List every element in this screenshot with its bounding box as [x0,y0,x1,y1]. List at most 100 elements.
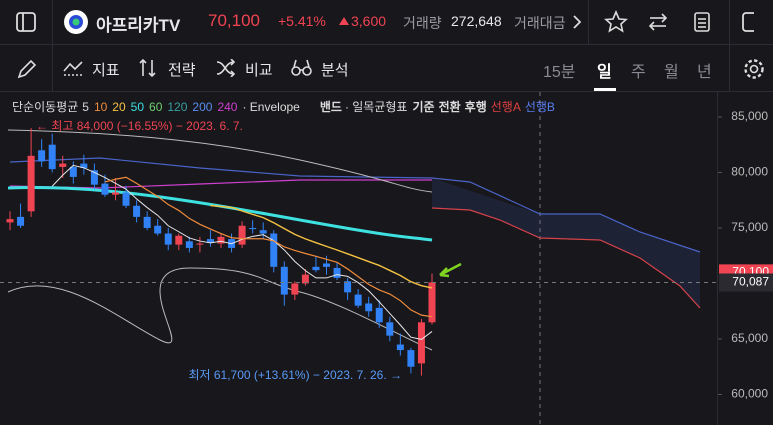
indicator-button[interactable]: 지표 [92,62,120,79]
moving-average [210,204,433,289]
y-tick-label: 80,000 [731,165,768,179]
legend-ma: 50 [130,100,145,114]
low-note: 최저 61,700 (+13.61%) − 2023. 7. 26. → [188,368,402,382]
crosshair-label: 70,087 [732,275,769,289]
lead-a-line [431,207,701,309]
y-tick-label: 60,000 [731,387,768,401]
analysis-icon[interactable] [290,58,314,78]
high-note: ← 최고 84,000 (−16.55%) − 2023. 6. 7. [36,119,243,133]
candle-body [69,166,77,177]
candle-body [428,282,436,323]
change-pct: +5.41% [278,13,326,29]
period-tab[interactable]: 일 [597,64,612,81]
y-tick-label: 85,000 [731,109,768,123]
candle-body [112,192,119,195]
logo [64,10,88,34]
legend-ma: 120 [167,100,188,114]
crosshair-box [719,273,773,292]
lead-b-past [9,157,433,179]
candle-body [217,236,225,244]
candle-body [122,192,130,206]
y-tick-label: 75,000 [731,220,768,234]
candle-body [417,322,425,364]
compare-button[interactable]: 비교 [245,62,273,79]
moving-average [51,164,433,340]
candle-body [312,266,320,271]
legend-ma-label: 단순이동평균 [12,100,79,114]
candle-body [396,344,404,351]
legend-ma: 10 [93,100,108,114]
lead-b-line [431,177,701,253]
ma-50 [7,185,433,242]
candle-body [175,235,183,245]
legend-conversion: 전환 [438,100,461,114]
up-arrow [339,17,349,25]
legend-lead-b: 선행B [524,100,555,114]
strategy-button[interactable]: 전략 [168,62,196,79]
candle-body [270,233,278,267]
toolbar: 지표 전략 비교 분석 15분 일 주 월 년 [0,45,773,92]
candle-body [38,150,46,162]
period-tab[interactable]: 주 [631,64,646,81]
candle-body [365,303,373,312]
candle-body [80,163,88,169]
stock-name: 아프리카TV [96,16,181,35]
candle-body [280,266,288,295]
candle-body [238,225,246,245]
indicator-icon[interactable] [62,59,84,77]
legend-ma: 240 [217,100,238,114]
envelope-upper [7,129,433,193]
legend-ichimoku: · 일목균형표 [344,100,408,114]
volume: 272,648 [451,13,502,29]
period-tab[interactable]: 15분 [543,64,576,81]
candle-body [154,225,162,234]
compare-icon[interactable] [215,59,237,77]
candle-body [90,170,98,185]
candle-body [375,307,383,323]
candle-body [206,239,214,243]
candle-body [259,230,267,234]
candle-body [291,283,299,295]
candle-body [27,155,35,212]
candle-body [407,350,415,367]
legend-lagging: 후행 [464,100,487,114]
lagging-line [7,267,433,351]
legend-ma: 5 [82,100,89,114]
legend-band: 밴드 [319,100,342,114]
amount-label: 거래대금 [514,15,566,31]
legend: 단순이동평균 5 10 20 50 60 120 200 240 · Envelope 밴드 · 일목… [12,98,555,115]
analysis-button[interactable]: 분석 [321,62,349,79]
candle-body [164,233,172,245]
header: 아프리카TV 70,100 +5.41% 3,600 거래량 272,648 거… [0,0,773,45]
candle-body [386,322,394,336]
ichimoku-cloud [432,178,700,308]
draw-icon[interactable] [16,58,38,80]
legend-lead-a: 선행A [490,100,521,114]
candle-body [59,163,67,167]
candle-body [17,216,25,226]
price-chart: 85,00080,00075,00065,00060,00070,10070,0… [0,92,773,425]
period-tab[interactable]: 년 [697,64,712,81]
candle-body [249,227,257,230]
period-tab[interactable]: 월 [664,64,679,81]
legend-envelope: · Envelope [242,100,300,114]
legend-ma: 20 [112,100,126,114]
arrow-marker [439,262,462,278]
candle-body [48,144,56,170]
candle-body [6,219,14,223]
sidebar-icon[interactable] [16,12,36,32]
legend-base: 기준 [412,100,435,114]
candle-body [133,205,141,217]
settings-icon[interactable] [742,57,766,81]
candle-body [354,294,362,306]
candle-body [333,267,341,278]
candle-body [185,241,193,248]
volume-label: 거래량 [403,15,442,31]
header-actions[interactable] [604,10,754,34]
legend-ma: 200 [192,100,213,114]
moving-average [104,176,433,318]
scroll-right[interactable] [570,13,584,31]
strategy-icon[interactable] [138,58,160,78]
candle-body [344,281,352,293]
